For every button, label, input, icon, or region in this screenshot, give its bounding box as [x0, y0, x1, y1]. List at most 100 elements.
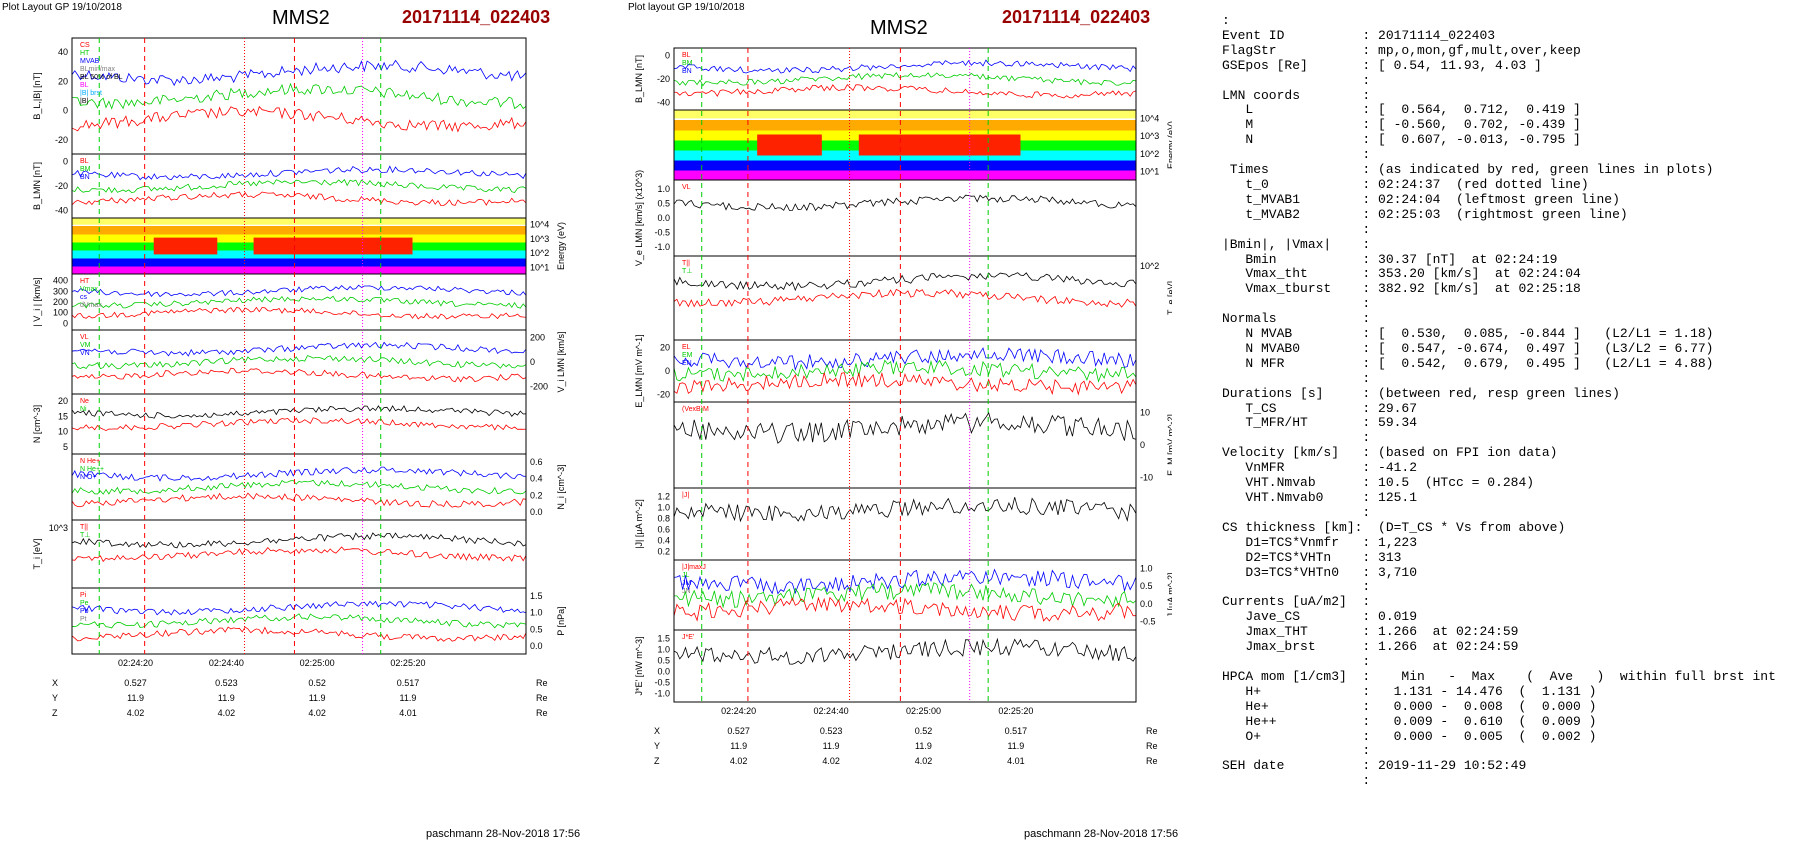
spectrogram-band: [674, 170, 1136, 181]
legend-entry: J*E': [682, 634, 694, 641]
data-trace: [673, 194, 1137, 212]
param-line: CS thickness [km]: (D=T_CS * Vs from abo…: [1222, 519, 1566, 535]
param-line: :: [1222, 147, 1371, 163]
pos-value: 4.02: [730, 756, 748, 766]
axis-label: P [nPa]: [556, 606, 566, 635]
pos-value: 0.527: [727, 726, 750, 736]
data-trace: [71, 306, 527, 320]
legend-entry: BN: [80, 174, 90, 181]
pos-label: Z: [52, 708, 58, 718]
axis-label: N [cm^-3]: [32, 405, 42, 443]
legend-entry: BN: [682, 68, 692, 75]
tick-label: 0.2: [530, 490, 543, 500]
legend-entry: JL: [682, 572, 690, 579]
legend-entry: |J|: [682, 492, 689, 499]
tick-label: 1.5: [530, 591, 543, 601]
left-spacecraft-title: MMS2: [272, 7, 330, 29]
tick-label: 0.5: [657, 199, 670, 209]
tick-label: 1.0: [657, 503, 670, 513]
pos-value: 11.9: [218, 693, 235, 703]
tick-label: 10^2: [530, 248, 549, 258]
spectrogram-hot: [858, 134, 1021, 156]
pos-value: 4.01: [399, 708, 417, 718]
pos-label: X: [52, 678, 58, 688]
tick-label: 0: [530, 357, 535, 367]
tick-label: 10: [1140, 407, 1150, 417]
param-line: T_CS : 29.67: [1222, 400, 1418, 416]
pos-value: 4.02: [308, 708, 326, 718]
data-trace: [71, 492, 527, 508]
pos-value: 11.9: [915, 741, 932, 751]
param-line: N MVAB : [ 0.530, 0.085, -0.844 ] (L2/L1…: [1222, 326, 1714, 342]
data-trace: [71, 191, 527, 207]
axis-label: J*E' [nW m^-3]: [634, 637, 644, 696]
legend-entry: JN: [682, 588, 691, 595]
param-line: Jave_CS : 0.019: [1222, 609, 1418, 625]
spectrogram-band: [72, 226, 526, 235]
tick-label: 1.0: [657, 184, 670, 194]
axis-label: | V_i | [km/s]: [32, 277, 42, 326]
pos-value: 4.02: [915, 756, 933, 766]
data-trace: [71, 546, 527, 563]
param-line: He+ : 0.000 - 0.008 ( 0.000 ): [1222, 698, 1597, 714]
right-plot-header: Plot layout GP 19/10/2018: [628, 2, 745, 13]
pos-value: 0.52: [915, 726, 933, 736]
left-plot-header: Plot Layout GP 19/10/2018: [2, 2, 122, 13]
legend-entry: Pb: [80, 608, 89, 615]
param-line: D3=TCS*VHTn0 : 3,710: [1222, 564, 1418, 580]
pos-value: 11.9: [127, 693, 144, 703]
legend-entry: VL: [682, 184, 691, 191]
tick-label: 40: [58, 47, 68, 57]
param-line: Event ID : 20171114_022403: [1222, 27, 1496, 43]
data-trace: [673, 411, 1137, 444]
pos-label: Y: [654, 741, 660, 751]
param-line: N : [ 0.607, -0.013, -0.795 ]: [1222, 132, 1581, 148]
tick-label: 0.0: [657, 666, 670, 676]
tick-label: -0.5: [1140, 617, 1156, 627]
param-line: :: [1222, 296, 1371, 312]
tick-label: 400: [53, 276, 68, 286]
legend-entry: HT: [80, 278, 90, 285]
param-line: H+ : 1.131 - 14.476 ( 1.131 ): [1222, 683, 1597, 699]
data-trace: [71, 59, 527, 87]
panel-frame: [71, 393, 527, 455]
right-event-title: 20171114_022403: [1002, 7, 1151, 27]
param-line: t_0 : 02:24:37 (red dotted line): [1222, 176, 1589, 192]
data-trace: [673, 71, 1137, 87]
param-line: Velocity [km/s] : (based on FPI ion data…: [1222, 445, 1558, 461]
pos-value: 4.02: [822, 756, 840, 766]
param-line: HPCA mom [1/cm3] : Min - Max ( Ave ) wit…: [1222, 668, 1776, 684]
pos-unit: Re: [536, 708, 548, 718]
tick-label: 20: [58, 76, 68, 86]
data-trace: [71, 600, 527, 616]
tick-label: 0: [63, 106, 68, 116]
legend-entry: Pi: [80, 592, 87, 599]
spectrogram-hot: [253, 237, 413, 255]
legend-entry: |B| brst: [80, 90, 102, 97]
pos-value: 11.9: [1007, 741, 1024, 751]
legend-entry: EN: [682, 360, 692, 367]
pos-label: Y: [52, 693, 58, 703]
data-trace: [673, 497, 1137, 523]
legend-entry: Pt: [80, 616, 87, 623]
tick-label: -0.5: [654, 227, 670, 237]
x-tick-label: 02:25:00: [906, 706, 941, 716]
param-line: He++ : 0.009 - 0.610 ( 0.009 ): [1222, 713, 1597, 729]
panel: 1.21.00.80.60.40.2 |J| [µA m^-2] |J|: [634, 487, 1137, 561]
data-trace: [674, 582, 1137, 609]
param-line: Times : (as indicated by red, green line…: [1222, 162, 1714, 178]
x-tick-label: 02:24:40: [814, 706, 849, 716]
data-trace: [71, 367, 527, 383]
tick-label: -20: [55, 135, 68, 145]
panel: 10 0 -10 E_M [mV m^-2] (VexB)M: [673, 401, 1172, 489]
data-trace: [71, 165, 527, 181]
pos-label: Z: [654, 756, 660, 766]
pos-value: 4.02: [127, 708, 145, 718]
pos-value: 11.9: [400, 693, 417, 703]
legend-entry: T||: [80, 524, 88, 531]
legend-entry: |J|maxJ: [682, 564, 706, 571]
panel: 40 20 0 -20 B_L,|B| [nT] CSHTMVABBLmin/maxBL …: [32, 37, 527, 155]
data-trace: [673, 272, 1137, 292]
legend-entry: BM: [682, 60, 693, 67]
